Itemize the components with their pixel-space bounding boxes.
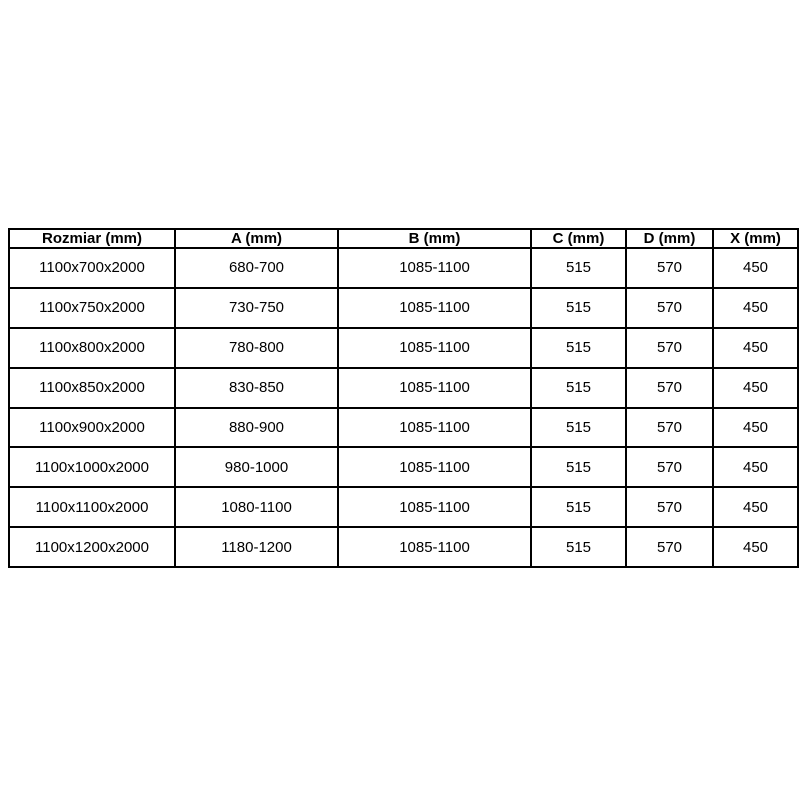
table-cell: 515 bbox=[530, 526, 627, 568]
table-cell: 450 bbox=[712, 486, 799, 529]
table-cell: 1085-1100 bbox=[337, 366, 532, 409]
header-cell: B (mm) bbox=[337, 228, 532, 249]
table-cell: 515 bbox=[530, 326, 627, 369]
header-cell: Rozmiar (mm) bbox=[8, 228, 176, 249]
table-cell: 1100x750x2000 bbox=[8, 286, 176, 329]
table-cell: 780-800 bbox=[174, 326, 339, 369]
table-cell: 1100x1200x2000 bbox=[8, 526, 176, 568]
table-row: 1100x1200x2000 1180-1200 1085-1100 515 570 45… bbox=[8, 526, 799, 568]
table-cell: 1085-1100 bbox=[337, 406, 532, 449]
table-cell: 1100x1000x2000 bbox=[8, 446, 176, 489]
table-cell: 1085-1100 bbox=[337, 247, 532, 289]
table-cell: 680-700 bbox=[174, 247, 339, 289]
table-row: 1100x750x2000 730-750 1085-1100 515 570 450 bbox=[8, 286, 799, 329]
table-cell: 515 bbox=[530, 446, 627, 489]
table-cell: 570 bbox=[625, 366, 714, 409]
table-row: 1100x900x2000 880-900 1085-1100 515 570 450 bbox=[8, 406, 799, 449]
table-cell: 450 bbox=[712, 286, 799, 329]
dimensions-table-wrap: Rozmiar (mm) A (mm) B (mm) C (mm) D (mm) X (m… bbox=[8, 228, 799, 568]
table-cell: 1100x1100x2000 bbox=[8, 486, 176, 529]
table-cell: 1085-1100 bbox=[337, 486, 532, 529]
table-row: 1100x1100x2000 1080-1100 1085-1100 515 570 45… bbox=[8, 486, 799, 529]
table-cell: 1085-1100 bbox=[337, 526, 532, 568]
table-cell: 1085-1100 bbox=[337, 286, 532, 329]
table-cell: 880-900 bbox=[174, 406, 339, 449]
table-cell: 1100x700x2000 bbox=[8, 247, 176, 289]
table-cell: 515 bbox=[530, 247, 627, 289]
table-cell: 730-750 bbox=[174, 286, 339, 329]
table-cell: 570 bbox=[625, 286, 714, 329]
table-row: 1100x800x2000 780-800 1085-1100 515 570 450 bbox=[8, 326, 799, 369]
table-cell: 570 bbox=[625, 446, 714, 489]
table-cell: 570 bbox=[625, 526, 714, 568]
table-cell: 450 bbox=[712, 446, 799, 489]
table-row: 1100x850x2000 830-850 1085-1100 515 570 450 bbox=[8, 366, 799, 409]
header-cell: X (mm) bbox=[712, 228, 799, 249]
table-cell: 570 bbox=[625, 486, 714, 529]
table-cell: 1085-1100 bbox=[337, 326, 532, 369]
table-cell: 1100x800x2000 bbox=[8, 326, 176, 369]
header-cell: A (mm) bbox=[174, 228, 339, 249]
table-cell: 570 bbox=[625, 406, 714, 449]
table-cell: 1080-1100 bbox=[174, 486, 339, 529]
table-cell: 1085-1100 bbox=[337, 446, 532, 489]
table-cell: 1100x900x2000 bbox=[8, 406, 176, 449]
table-cell: 515 bbox=[530, 486, 627, 529]
table-row: 1100x1000x2000 980-1000 1085-1100 515 570 450 bbox=[8, 446, 799, 489]
table-cell: 570 bbox=[625, 326, 714, 369]
header-row: Rozmiar (mm) A (mm) B (mm) C (mm) D (mm) X (m… bbox=[8, 228, 799, 249]
table-cell: 450 bbox=[712, 406, 799, 449]
table-body: 1100x700x2000 680-700 1085-1100 515 570 450 11… bbox=[8, 247, 799, 568]
table-cell: 980-1000 bbox=[174, 446, 339, 489]
table-cell: 515 bbox=[530, 406, 627, 449]
table-cell: 450 bbox=[712, 247, 799, 289]
dimensions-table: Rozmiar (mm) A (mm) B (mm) C (mm) D (mm) X (m… bbox=[8, 228, 799, 568]
table-cell: 1100x850x2000 bbox=[8, 366, 176, 409]
header-cell: D (mm) bbox=[625, 228, 714, 249]
table-cell: 1180-1200 bbox=[174, 526, 339, 568]
table-cell: 570 bbox=[625, 247, 714, 289]
table-row: 1100x700x2000 680-700 1085-1100 515 570 450 bbox=[8, 247, 799, 289]
table-cell: 515 bbox=[530, 286, 627, 329]
table-cell: 830-850 bbox=[174, 366, 339, 409]
header-cell: C (mm) bbox=[530, 228, 627, 249]
table-cell: 450 bbox=[712, 526, 799, 568]
table-cell: 450 bbox=[712, 326, 799, 369]
table-cell: 450 bbox=[712, 366, 799, 409]
table-cell: 515 bbox=[530, 366, 627, 409]
